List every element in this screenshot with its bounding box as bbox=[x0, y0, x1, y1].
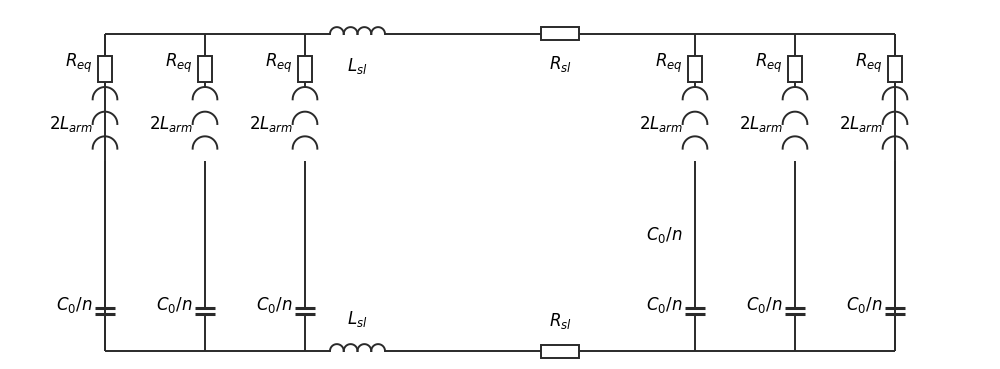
Text: $C_0/n$: $C_0/n$ bbox=[56, 295, 93, 315]
Text: $L_{sl}$: $L_{sl}$ bbox=[347, 309, 368, 329]
Text: $2L_{arm}$: $2L_{arm}$ bbox=[249, 114, 293, 134]
Text: $2L_{arm}$: $2L_{arm}$ bbox=[149, 114, 193, 134]
Text: $C_0/n$: $C_0/n$ bbox=[646, 295, 683, 315]
Text: $2L_{arm}$: $2L_{arm}$ bbox=[839, 114, 883, 134]
Text: $C_0/n$: $C_0/n$ bbox=[156, 295, 193, 315]
Text: $2L_{arm}$: $2L_{arm}$ bbox=[739, 114, 783, 134]
Text: $R_{eq}$: $R_{eq}$ bbox=[265, 51, 293, 75]
Bar bbox=[541, 28, 579, 41]
Bar bbox=[98, 56, 112, 82]
Text: $R_{eq}$: $R_{eq}$ bbox=[165, 51, 193, 75]
Bar bbox=[541, 345, 579, 358]
Text: $R_{eq}$: $R_{eq}$ bbox=[655, 51, 683, 75]
Text: $C_0/n$: $C_0/n$ bbox=[256, 295, 293, 315]
Text: $2L_{arm}$: $2L_{arm}$ bbox=[639, 114, 683, 134]
Bar bbox=[888, 56, 902, 82]
Text: $R_{eq}$: $R_{eq}$ bbox=[755, 51, 783, 75]
Bar bbox=[198, 56, 212, 82]
Text: $C_0/n$: $C_0/n$ bbox=[846, 295, 883, 315]
Text: $R_{eq}$: $R_{eq}$ bbox=[855, 51, 883, 75]
Text: $R_{sl}$: $R_{sl}$ bbox=[549, 311, 571, 331]
Text: $R_{eq}$: $R_{eq}$ bbox=[65, 51, 93, 75]
Text: $C_0/n$: $C_0/n$ bbox=[746, 295, 783, 315]
Text: $R_{sl}$: $R_{sl}$ bbox=[549, 54, 571, 74]
Text: $2L_{arm}$: $2L_{arm}$ bbox=[49, 114, 93, 134]
Bar bbox=[788, 56, 802, 82]
Text: $L_{sl}$: $L_{sl}$ bbox=[347, 56, 368, 76]
Bar bbox=[688, 56, 702, 82]
Bar bbox=[298, 56, 312, 82]
Text: $C_0/n$: $C_0/n$ bbox=[646, 225, 683, 245]
